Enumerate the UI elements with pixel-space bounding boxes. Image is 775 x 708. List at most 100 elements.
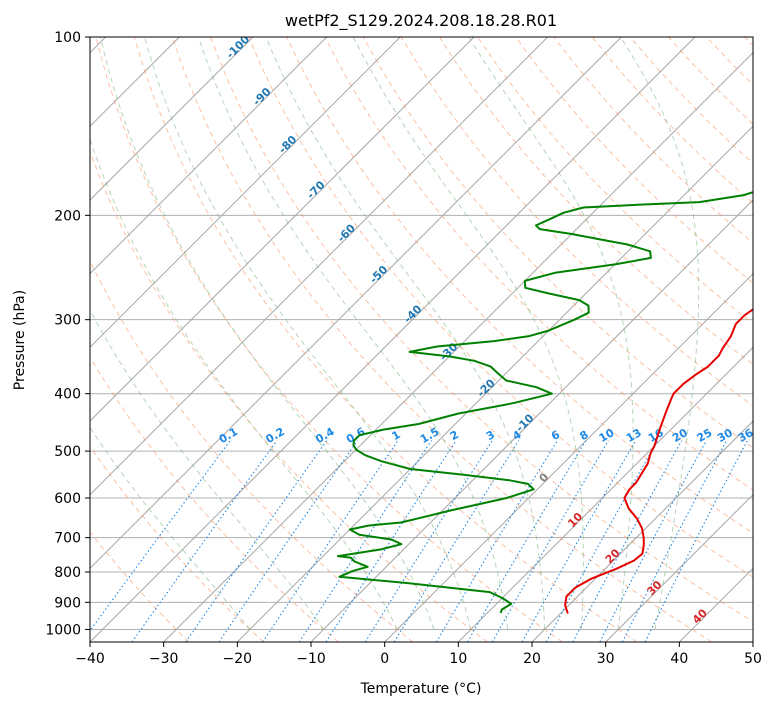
mixing-ratio-label: 8 xyxy=(577,428,590,443)
chart-title: wetPf2_S129.2024.208.18.28.R01 xyxy=(285,11,557,31)
x-tick-label: −20 xyxy=(223,651,253,667)
isotherm-line xyxy=(90,37,622,570)
isotherm-line xyxy=(605,493,753,642)
isotherm-line xyxy=(90,37,696,642)
dewpoint-profile xyxy=(337,191,753,614)
dry-adiabat xyxy=(90,259,414,642)
isotherm-line xyxy=(678,567,753,642)
mixing-ratio-label: 0.4 xyxy=(313,425,337,446)
mixing-ratio-label: 1 xyxy=(390,428,403,443)
isotherm-label: -40 xyxy=(401,302,424,325)
isotherm-line xyxy=(236,125,753,642)
moist-adiabat xyxy=(468,37,634,630)
isotherm-label: 40 xyxy=(690,606,710,626)
moist-adiabat xyxy=(90,426,251,630)
mixing-ratio-line xyxy=(599,440,707,642)
x-tick-label: 50 xyxy=(744,651,762,667)
isotherm-label: -80 xyxy=(276,133,299,156)
dry-adiabat xyxy=(438,37,753,366)
x-tick-label: −40 xyxy=(75,651,105,667)
mixing-ratio-line xyxy=(521,440,637,642)
isotherm-line xyxy=(752,641,753,642)
plot-frame xyxy=(89,36,754,643)
isotherm-label: -90 xyxy=(250,85,273,108)
mixing-ratio-line xyxy=(298,440,432,642)
dry-adiabat xyxy=(668,37,753,125)
isotherm-label: -30 xyxy=(437,340,460,363)
x-tick-label: 0 xyxy=(380,651,389,667)
mixing-ratio-label: 6 xyxy=(549,428,562,443)
dry-adiabat xyxy=(171,37,712,642)
isotherm-label: -70 xyxy=(304,178,327,201)
isotherm-label: -60 xyxy=(335,221,358,244)
isotherm-line xyxy=(90,37,328,275)
x-tick-label: 40 xyxy=(670,651,688,667)
dry-adiabat xyxy=(286,37,753,534)
isotherm-line xyxy=(531,420,753,642)
x-axis-label: Temperature (°C) xyxy=(360,681,482,697)
y-tick-label: 1000 xyxy=(45,622,81,638)
dry-adiabat xyxy=(515,37,753,284)
moist-adiabat xyxy=(197,37,509,630)
x-tick-label: −10 xyxy=(296,651,326,667)
isotherm-line xyxy=(90,37,475,422)
dry-adiabat xyxy=(90,356,339,642)
y-tick-label: 700 xyxy=(54,531,81,547)
y-tick-label: 600 xyxy=(54,491,81,507)
mixing-ratio-label: 1.5 xyxy=(418,425,441,446)
mixing-ratio-label: 0.6 xyxy=(344,425,368,446)
mixing-ratio-line xyxy=(491,440,609,642)
y-tick-label: 900 xyxy=(54,595,81,611)
mixing-ratio-line xyxy=(325,440,457,642)
mixing-ratio-line xyxy=(644,440,748,642)
y-tick-label: 800 xyxy=(54,565,81,581)
moist-adiabat xyxy=(100,37,435,630)
moist-adiabat xyxy=(90,137,398,630)
mixing-ratio-label: 36 xyxy=(736,426,756,445)
mixing-ratio-line xyxy=(262,440,399,642)
mixing-ratio-line xyxy=(621,440,728,642)
isotherm-line xyxy=(384,272,753,642)
y-tick-label: 400 xyxy=(54,387,81,403)
y-tick-label: 500 xyxy=(54,444,81,460)
dry-adiabat xyxy=(210,37,753,623)
moist-adiabat xyxy=(265,37,546,630)
dry-adiabat xyxy=(400,37,753,407)
y-axis-label: Pressure (hPa) xyxy=(12,290,28,390)
dry-adiabat xyxy=(744,37,753,47)
y-tick-label: 300 xyxy=(54,313,81,329)
isotherm-label: 30 xyxy=(645,578,665,598)
x-tick-label: 20 xyxy=(523,651,541,667)
axes: −40 −30 −20 −10 0 10 20 30 40 5010020030040050060… xyxy=(45,30,762,667)
mixing-ratio-line xyxy=(364,440,493,642)
isotherm-line xyxy=(310,199,753,642)
x-tick-label: 30 xyxy=(597,651,615,667)
dry-adiabat xyxy=(90,150,488,642)
temperature-profile xyxy=(564,308,753,614)
mixing-ratio-line xyxy=(185,440,328,642)
dry-adiabat xyxy=(591,37,753,204)
y-tick-label: 200 xyxy=(54,208,81,224)
mixing-ratio-line xyxy=(131,440,278,642)
mixing-ratio-label: 13 xyxy=(624,426,644,445)
isotherm-label: 20 xyxy=(603,546,623,566)
dry-adiabat xyxy=(90,445,264,642)
dry-adiabat xyxy=(553,37,753,244)
mixing-ratio-line xyxy=(572,440,683,642)
mixing-ratio-label: 3 xyxy=(484,428,497,443)
moist-adiabat xyxy=(352,37,584,630)
dry-adiabat xyxy=(706,37,753,86)
mixing-ratio-line xyxy=(467,440,587,642)
dry-adiabat xyxy=(248,37,753,578)
mixing-ratio-line xyxy=(90,440,231,632)
mixing-ratio-line xyxy=(435,440,558,642)
profile-series xyxy=(337,191,753,614)
background-lines xyxy=(90,37,753,642)
mixing-ratio-label: 2 xyxy=(448,428,461,443)
isotherm-line xyxy=(163,51,753,642)
x-tick-label: 10 xyxy=(449,651,467,667)
isotherm-label: -50 xyxy=(367,263,390,286)
isotherm-line xyxy=(90,37,549,496)
mixing-ratio-label: 0.1 xyxy=(217,425,240,446)
